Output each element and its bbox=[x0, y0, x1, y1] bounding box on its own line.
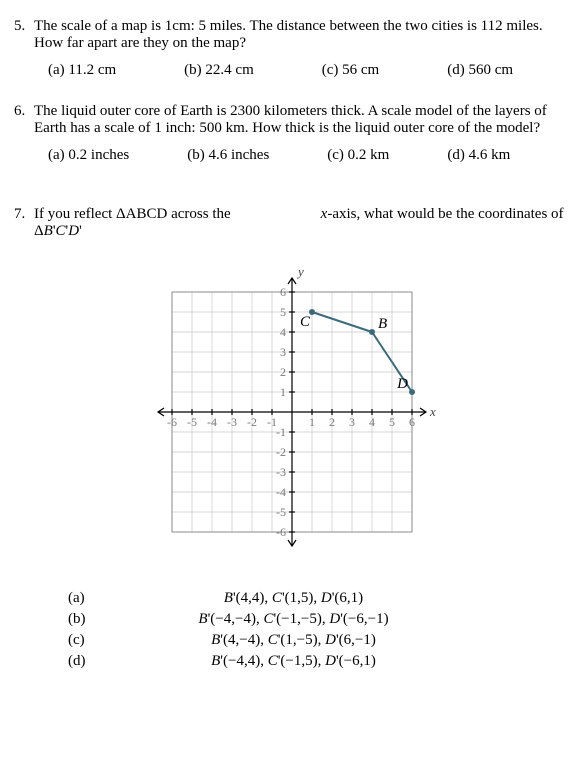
ans-key-d: (d) bbox=[68, 653, 98, 670]
q7-line1: If you reflect ΔABCD across the bbox=[34, 206, 231, 223]
ans-val-b: B'(−4,−4), C'(−1,−5), D'(−6,−1) bbox=[98, 611, 569, 628]
q7-right-text: x-axis, what would be the coordinates of bbox=[231, 206, 569, 240]
q7-right-span: x-axis, what would be the coordinates of bbox=[321, 206, 564, 222]
svg-text:-1: -1 bbox=[276, 425, 286, 439]
svg-text:4: 4 bbox=[369, 415, 375, 429]
svg-text:4: 4 bbox=[280, 325, 286, 339]
q5-text: The scale of a map is 1cm: 5 miles. The … bbox=[34, 18, 569, 52]
svg-text:-4: -4 bbox=[276, 485, 286, 499]
q6-choice-a: (a) 0.2 inches bbox=[48, 147, 129, 164]
svg-text:-2: -2 bbox=[247, 415, 257, 429]
q7-number: 7. bbox=[14, 206, 34, 240]
svg-text:-6: -6 bbox=[167, 415, 177, 429]
q5-number: 5. bbox=[14, 18, 34, 52]
q5-choice-b: (b) 22.4 cm bbox=[184, 62, 254, 79]
q7-ans-c: (c) B'(4,−4), C'(1,−5), D'(6,−1) bbox=[68, 632, 569, 649]
ans-val-c: B'(4,−4), C'(1,−5), D'(6,−1) bbox=[98, 632, 569, 649]
q5-choice-d: (d) 560 cm bbox=[447, 62, 513, 79]
svg-text:6: 6 bbox=[409, 415, 415, 429]
svg-text:D: D bbox=[396, 376, 408, 392]
q5-choice-c: (c) 56 cm bbox=[322, 62, 379, 79]
svg-text:y: y bbox=[296, 264, 304, 279]
svg-text:6: 6 bbox=[280, 285, 286, 299]
svg-text:-3: -3 bbox=[276, 465, 286, 479]
q6-choice-d: (d) 4.6 km bbox=[447, 147, 510, 164]
svg-text:1: 1 bbox=[280, 385, 286, 399]
q6-number: 6. bbox=[14, 103, 34, 137]
svg-text:5: 5 bbox=[389, 415, 395, 429]
svg-text:-6: -6 bbox=[276, 525, 286, 539]
question-6: 6. The liquid outer core of Earth is 230… bbox=[14, 103, 569, 137]
svg-text:5: 5 bbox=[280, 305, 286, 319]
q5-choices: (a) 11.2 cm (b) 22.4 cm (c) 56 cm (d) 56… bbox=[14, 54, 569, 103]
q6-choices: (a) 0.2 inches (b) 4.6 inches (c) 0.2 km… bbox=[14, 139, 569, 188]
ans-key-b: (b) bbox=[68, 611, 98, 628]
svg-text:-5: -5 bbox=[276, 505, 286, 519]
q6-choice-b: (b) 4.6 inches bbox=[187, 147, 269, 164]
q7-ans-d: (d) B'(−4,4), C'(−1,5), D'(−6,1) bbox=[68, 653, 569, 670]
svg-text:B: B bbox=[378, 316, 387, 332]
svg-text:-2: -2 bbox=[276, 445, 286, 459]
coordinate-grid: -6-5-4-3-2-1123456-6-5-4-3-2-1123456xyBC… bbox=[142, 262, 442, 562]
svg-text:2: 2 bbox=[280, 365, 286, 379]
svg-text:-5: -5 bbox=[187, 415, 197, 429]
ans-key-a: (a) bbox=[68, 590, 98, 607]
question-5: 5. The scale of a map is 1cm: 5 miles. T… bbox=[14, 18, 569, 52]
ans-val-a: B'(4,4), C'(1,5), D'(6,1) bbox=[98, 590, 569, 607]
question-7-prompt: 7. If you reflect ΔABCD across the ΔB'C'… bbox=[14, 206, 569, 240]
q6-text: The liquid outer core of Earth is 2300 k… bbox=[34, 103, 569, 137]
ans-key-c: (c) bbox=[68, 632, 98, 649]
q7-line2: ΔB'C'D' bbox=[34, 223, 231, 240]
q5-choice-a: (a) 11.2 cm bbox=[48, 62, 116, 79]
svg-text:3: 3 bbox=[280, 345, 286, 359]
svg-text:C: C bbox=[299, 314, 310, 330]
q7-left-text: If you reflect ΔABCD across the ΔB'C'D' bbox=[34, 206, 231, 240]
svg-text:1: 1 bbox=[309, 415, 315, 429]
ans-val-d: B'(−4,4), C'(−1,5), D'(−6,1) bbox=[98, 653, 569, 670]
q7-answers: (a) B'(4,4), C'(1,5), D'(6,1) (b) B'(−4,… bbox=[14, 590, 569, 670]
svg-text:x: x bbox=[429, 404, 436, 419]
svg-text:-3: -3 bbox=[227, 415, 237, 429]
q6-choice-c: (c) 0.2 km bbox=[327, 147, 389, 164]
q7-chart: -6-5-4-3-2-1123456-6-5-4-3-2-1123456xyBC… bbox=[14, 246, 569, 586]
svg-text:-4: -4 bbox=[207, 415, 217, 429]
svg-text:3: 3 bbox=[349, 415, 355, 429]
svg-text:2: 2 bbox=[329, 415, 335, 429]
q7-ans-b: (b) B'(−4,−4), C'(−1,−5), D'(−6,−1) bbox=[68, 611, 569, 628]
q7-ans-a: (a) B'(4,4), C'(1,5), D'(6,1) bbox=[68, 590, 569, 607]
